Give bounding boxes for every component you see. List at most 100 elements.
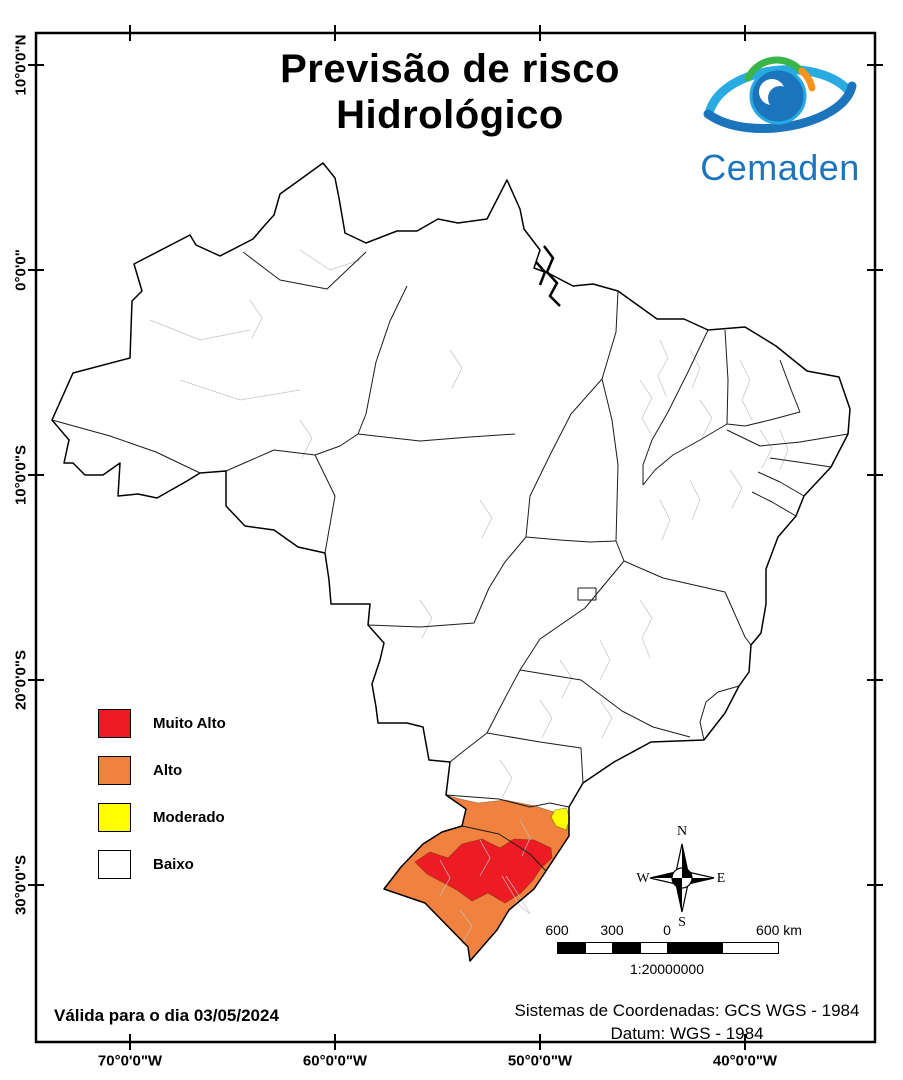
cemaden-eye-icon [703, 56, 857, 133]
state-boundary-line [242, 251, 367, 290]
state-boundary-line [577, 587, 597, 601]
legend-swatch-muito-alto [98, 709, 131, 738]
scale-label: 0 [663, 922, 671, 938]
crs-line2: Datum: WGS - 1984 [610, 1023, 764, 1043]
scale-label: 600 km [756, 922, 802, 938]
scale-bar-labels: 600 300 0 600 km [545, 922, 837, 939]
municipal-boundary-line [479, 839, 491, 877]
scale-bar: 600 300 0 600 km 1:20000000 [545, 922, 837, 979]
municipal-boundary-line [439, 859, 451, 897]
state-boundary-line [623, 560, 752, 646]
municipal-boundary-line [479, 499, 493, 539]
legend-item-moderado: Moderado [98, 794, 226, 841]
map-title: Previsão de risco Hidrológico [235, 46, 665, 138]
scale-segment [585, 943, 613, 953]
municipal-boundary-line [657, 339, 669, 397]
state-boundary-line [757, 471, 805, 497]
municipal-boundary-line [779, 429, 789, 471]
compass-south-label: S [678, 915, 686, 928]
latitude-label: 0°0'0" [12, 249, 30, 291]
scale-ratio: 1:20000000 [547, 961, 837, 979]
municipal-boundary-line [249, 299, 263, 339]
scale-label: 300 [600, 922, 624, 938]
municipal-boundary-line [539, 699, 553, 739]
municipal-boundary-line [449, 349, 463, 389]
crs-line1: Sistemas de Coordenadas: GCS WGS - 1984 [514, 1001, 860, 1020]
cemaden-logo: Cemaden [688, 48, 872, 189]
cemaden-logo-text: Cemaden [700, 147, 860, 188]
state-boundary-line [642, 329, 729, 486]
state-boundary-line [525, 536, 617, 543]
map-frame [34, 31, 877, 1044]
municipal-boundary-line [459, 909, 473, 945]
municipal-boundary-line [729, 469, 743, 509]
state-boundary-line [726, 429, 849, 447]
state-boundary-line [726, 411, 801, 427]
longitude-label: 60°0'0"W [302, 1052, 368, 1070]
municipal-boundary-line [689, 349, 701, 389]
state-boundary-line [357, 433, 516, 442]
state-boundary-line [779, 359, 801, 413]
legend-item-muito-alto: Muito Alto [98, 700, 226, 747]
compass-east-label: E [717, 871, 726, 886]
state-boundary-line [225, 449, 336, 554]
compass-west-label: W [636, 871, 650, 886]
state-boundary-line [699, 685, 740, 741]
scale-segment [668, 943, 723, 953]
legend-item-baixo: Baixo [98, 841, 226, 888]
longitude-label: 50°0'0"W [507, 1052, 573, 1070]
scale-bar-segments [557, 942, 779, 954]
municipal-boundary-line [659, 499, 671, 541]
state-boundary-line [449, 669, 521, 763]
municipal-boundary-line [149, 319, 251, 341]
compass-rose: N E S W [636, 822, 728, 933]
scale-ratio-value: 1:20000000 [630, 961, 704, 977]
municipal-boundary-line [639, 379, 653, 437]
legend: Muito Alto Alto Moderado Baixo [98, 700, 226, 888]
north-arrow-icon: N E S W [636, 824, 726, 930]
scale-segment [558, 943, 586, 953]
state-boundary-line [51, 419, 201, 474]
legend-label: Baixo [153, 856, 194, 873]
scale-segment [723, 943, 778, 953]
risk-region-muito_alto [414, 838, 553, 904]
legend-swatch-baixo [98, 850, 131, 879]
state-boundary-line [486, 732, 584, 784]
compass-north-label: N [677, 824, 687, 839]
state-boundary-line [525, 290, 619, 538]
state-boundary-line [519, 669, 691, 738]
latitude-label: 10°0'0"N [12, 34, 30, 96]
municipal-boundary-line [559, 659, 573, 699]
amazon-estuary-line [543, 245, 561, 307]
municipal-boundary-line [599, 699, 613, 739]
municipal-boundary-line [419, 599, 433, 639]
state-boundary-line [461, 825, 547, 872]
state-boundary-line [601, 378, 625, 562]
legend-label: Alto [153, 762, 183, 779]
longitude-label: 40°0'0"W [712, 1052, 778, 1070]
state-boundary-line [519, 560, 625, 671]
municipal-boundary-line [299, 419, 313, 459]
municipal-boundary-line [499, 759, 513, 799]
amazon-estuary-line [535, 261, 547, 286]
risk-region-moderado [550, 807, 571, 831]
coordinate-system-note: Sistemas de Coordenadas: GCS WGS - 1984 … [477, 1000, 897, 1046]
state-boundary-line [769, 457, 832, 468]
longitude-label: 70°0'0"W [97, 1052, 163, 1070]
municipal-boundary-line [179, 379, 301, 401]
legend-swatch-alto [98, 756, 131, 785]
legend-swatch-moderado [98, 803, 131, 832]
latitude-label: 20°0'0"S [12, 649, 30, 711]
map-title-line2: Hidrológico [336, 93, 564, 137]
scale-label: 600 [545, 922, 569, 938]
brazil-outline [51, 162, 851, 962]
state-boundary-line [642, 329, 709, 485]
validity-date-text: Válida para o dia 03/05/2024 [54, 1006, 279, 1025]
latitude-label: 10°0'0"S [12, 444, 30, 506]
legend-label: Moderado [153, 809, 225, 826]
legend-label: Muito Alto [153, 715, 226, 732]
state-boundary-line [751, 491, 797, 517]
state-boundary-line [314, 433, 359, 456]
